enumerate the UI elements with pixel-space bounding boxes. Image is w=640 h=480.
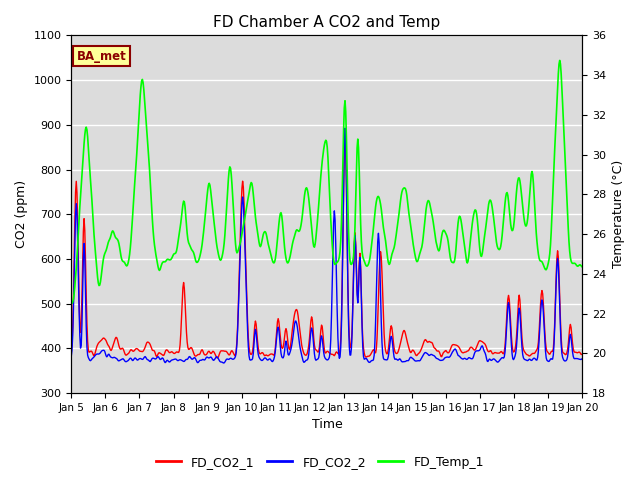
- FD_CO2_2: [77, 345, 84, 351]
- Line: FD_CO2_2: FD_CO2_2: [71, 128, 582, 363]
- FD_Temp_1: [579, 264, 586, 270]
- FD_Temp_1: [181, 204, 189, 210]
- FD_Temp_1: [129, 205, 137, 211]
- FD_CO2_1: [77, 330, 84, 336]
- FD_CO2_1: [390, 345, 398, 351]
- Y-axis label: Temperature (°C): Temperature (°C): [612, 160, 625, 268]
- FD_CO2_1: [208, 349, 216, 355]
- FD_CO2_2: [220, 360, 227, 366]
- X-axis label: Time: Time: [312, 419, 342, 432]
- FD_CO2_2: [208, 356, 216, 361]
- FD_Temp_1: [67, 301, 75, 307]
- FD_Temp_1: [404, 198, 412, 204]
- FD_CO2_2: [67, 353, 75, 359]
- Title: FD Chamber A CO2 and Temp: FD Chamber A CO2 and Temp: [213, 15, 440, 30]
- FD_CO2_2: [405, 357, 413, 363]
- FD_Temp_1: [77, 193, 84, 199]
- FD_CO2_1: [181, 299, 189, 304]
- Y-axis label: CO2 (ppm): CO2 (ppm): [15, 180, 28, 248]
- FD_CO2_2: [579, 356, 586, 361]
- FD_CO2_1: [405, 346, 413, 351]
- FD_CO2_2: [341, 125, 349, 131]
- FD_CO2_2: [129, 358, 137, 363]
- FD_CO2_1: [579, 351, 586, 357]
- FD_CO2_1: [214, 355, 221, 361]
- FD_CO2_2: [390, 354, 398, 360]
- FD_Temp_1: [556, 58, 564, 63]
- Line: FD_CO2_1: FD_CO2_1: [71, 130, 582, 358]
- Legend: FD_CO2_1, FD_CO2_2, FD_Temp_1: FD_CO2_1, FD_CO2_2, FD_Temp_1: [151, 451, 489, 474]
- Text: BA_met: BA_met: [76, 49, 126, 63]
- FD_CO2_1: [341, 127, 349, 133]
- FD_CO2_1: [129, 348, 137, 354]
- Line: FD_Temp_1: FD_Temp_1: [71, 60, 582, 304]
- FD_Temp_1: [389, 249, 397, 255]
- FD_CO2_1: [67, 347, 75, 353]
- FD_Temp_1: [208, 201, 216, 207]
- FD_CO2_2: [181, 358, 189, 363]
